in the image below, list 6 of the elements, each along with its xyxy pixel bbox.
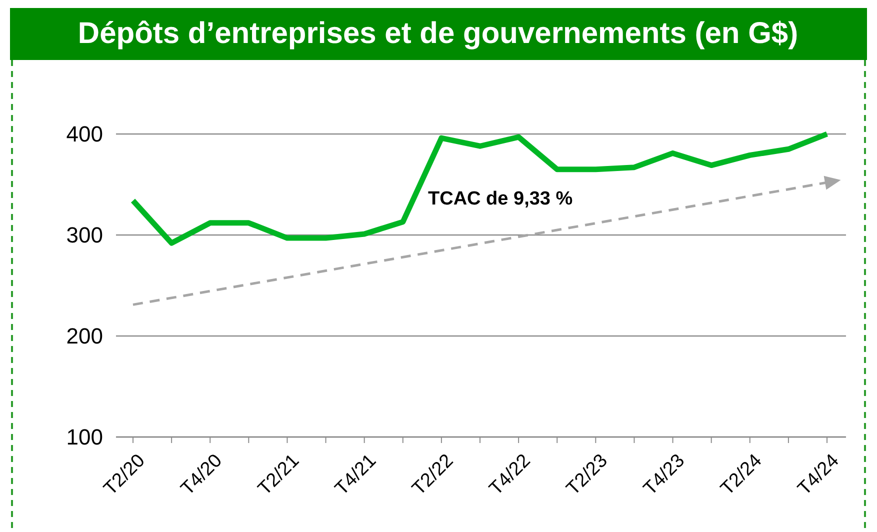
annotation: TCAC de 9,33 %	[428, 188, 573, 210]
y-tick-label: 200	[66, 324, 103, 349]
y-tick-label: 300	[66, 222, 103, 248]
y-tick-label: 400	[66, 122, 103, 147]
y-tick-label: 100	[66, 424, 103, 450]
chart-title: Dépôts d’entreprises et de gouvernements (en G$)	[78, 17, 798, 50]
